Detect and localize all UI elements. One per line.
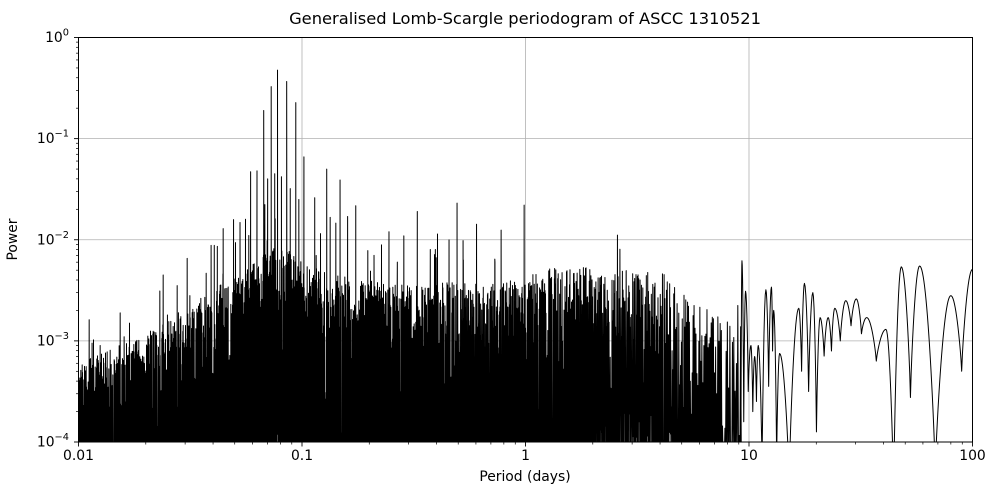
y-tick-label: 10−4 [37,432,69,451]
y-axis-label: Power [5,218,21,260]
x-axis-label: Period (days) [479,469,570,485]
x-tick-label: 0.01 [63,448,94,464]
x-tick-label: 100 [959,448,986,464]
y-tick-label: 10−3 [37,331,69,350]
periodogram-series [78,69,973,443]
x-tick-label: 10 [740,448,758,464]
y-tick-label: 100 [45,28,69,47]
tick-labels: 0.01 0.1 1 10 100 100 10−1 10−2 10−3 10−4 [37,28,986,465]
x-tick-label: 1 [521,448,530,464]
y-tick-label: 10−2 [37,230,69,249]
periodogram-line [78,69,973,443]
x-tick-label: 0.1 [291,448,313,464]
chart-title: Generalised Lomb-Scargle periodogram of … [289,9,761,28]
tick-marks [74,37,973,447]
y-tick-label: 10−1 [37,129,69,148]
